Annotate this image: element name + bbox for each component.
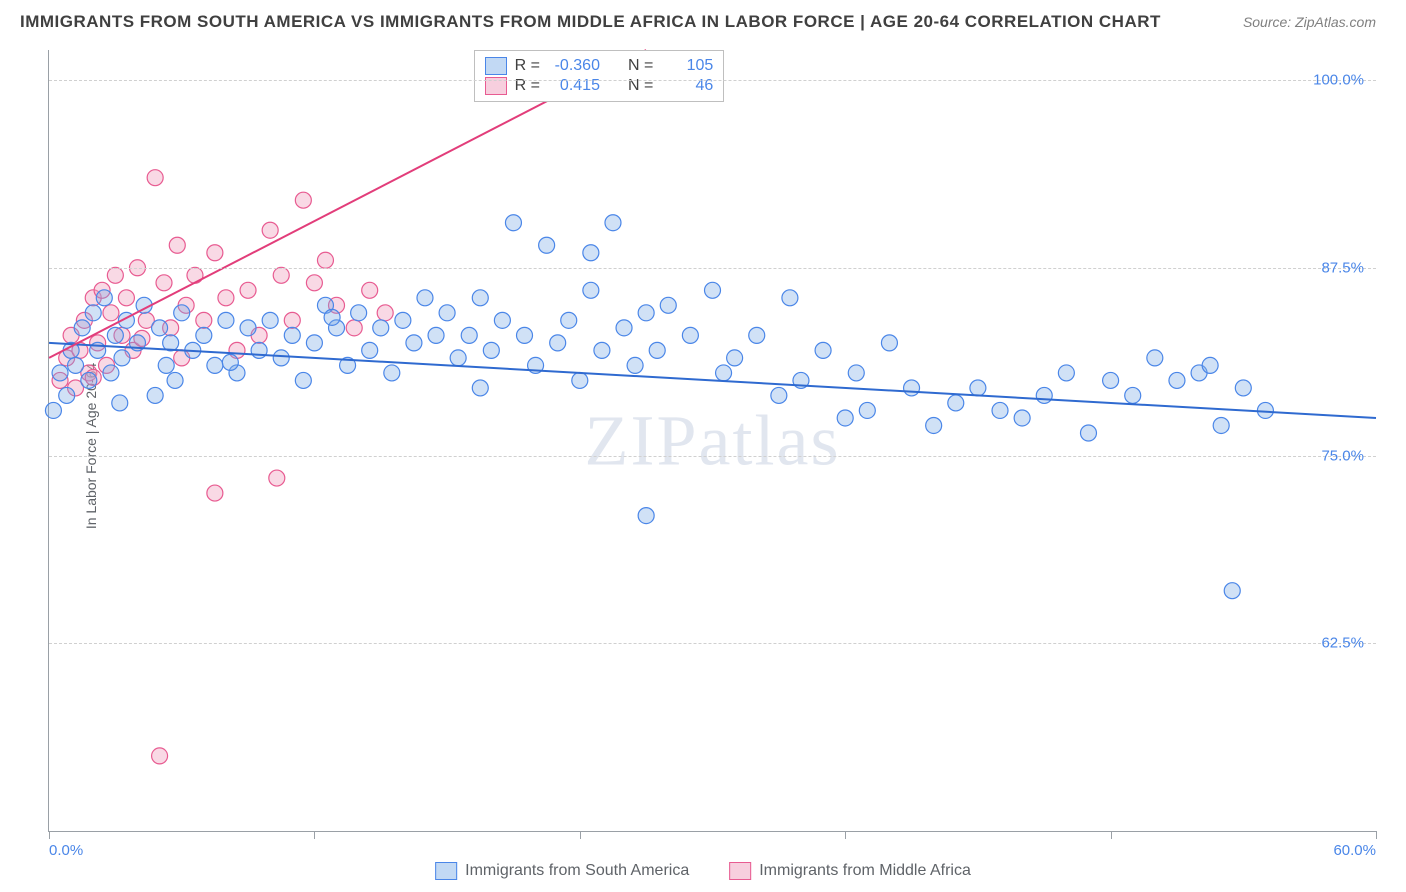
xtick-label: 60.0% bbox=[1333, 842, 1376, 859]
stat-r-value-0: -0.360 bbox=[548, 57, 600, 75]
stat-n-value-0: 105 bbox=[661, 57, 713, 75]
legend-label-1: Immigrants from Middle Africa bbox=[759, 862, 971, 880]
legend-item-1: Immigrants from Middle Africa bbox=[729, 862, 971, 880]
legend-label-0: Immigrants from South America bbox=[465, 862, 689, 880]
ytick-label: 75.0% bbox=[1321, 447, 1364, 464]
chart-title: IMMIGRANTS FROM SOUTH AMERICA VS IMMIGRA… bbox=[20, 12, 1161, 32]
legend-item-0: Immigrants from South America bbox=[435, 862, 689, 880]
ytick-label: 87.5% bbox=[1321, 259, 1364, 276]
stat-n-label: N = bbox=[628, 57, 653, 75]
stats-row-series-0: R = -0.360 N = 105 bbox=[485, 57, 714, 75]
scatter-plot bbox=[49, 50, 1376, 831]
chart-area: ZIPatlas R = -0.360 N = 105 R = 0.415 N … bbox=[48, 50, 1376, 832]
source-label: Source: ZipAtlas.com bbox=[1243, 14, 1376, 30]
legend: Immigrants from South America Immigrants… bbox=[435, 862, 971, 880]
xtick-label: 0.0% bbox=[49, 842, 83, 859]
legend-swatch-1 bbox=[729, 862, 751, 880]
swatch-series-0 bbox=[485, 57, 507, 75]
ytick-label: 62.5% bbox=[1321, 635, 1364, 652]
ytick-label: 100.0% bbox=[1313, 72, 1364, 89]
stat-r-label: R = bbox=[515, 57, 540, 75]
legend-swatch-0 bbox=[435, 862, 457, 880]
chart-header: IMMIGRANTS FROM SOUTH AMERICA VS IMMIGRA… bbox=[0, 0, 1406, 40]
stats-box: R = -0.360 N = 105 R = 0.415 N = 46 bbox=[474, 50, 725, 102]
